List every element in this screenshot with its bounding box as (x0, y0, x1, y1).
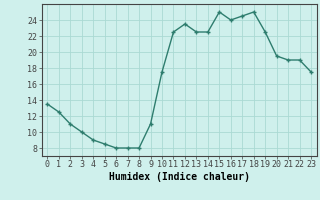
X-axis label: Humidex (Indice chaleur): Humidex (Indice chaleur) (109, 172, 250, 182)
